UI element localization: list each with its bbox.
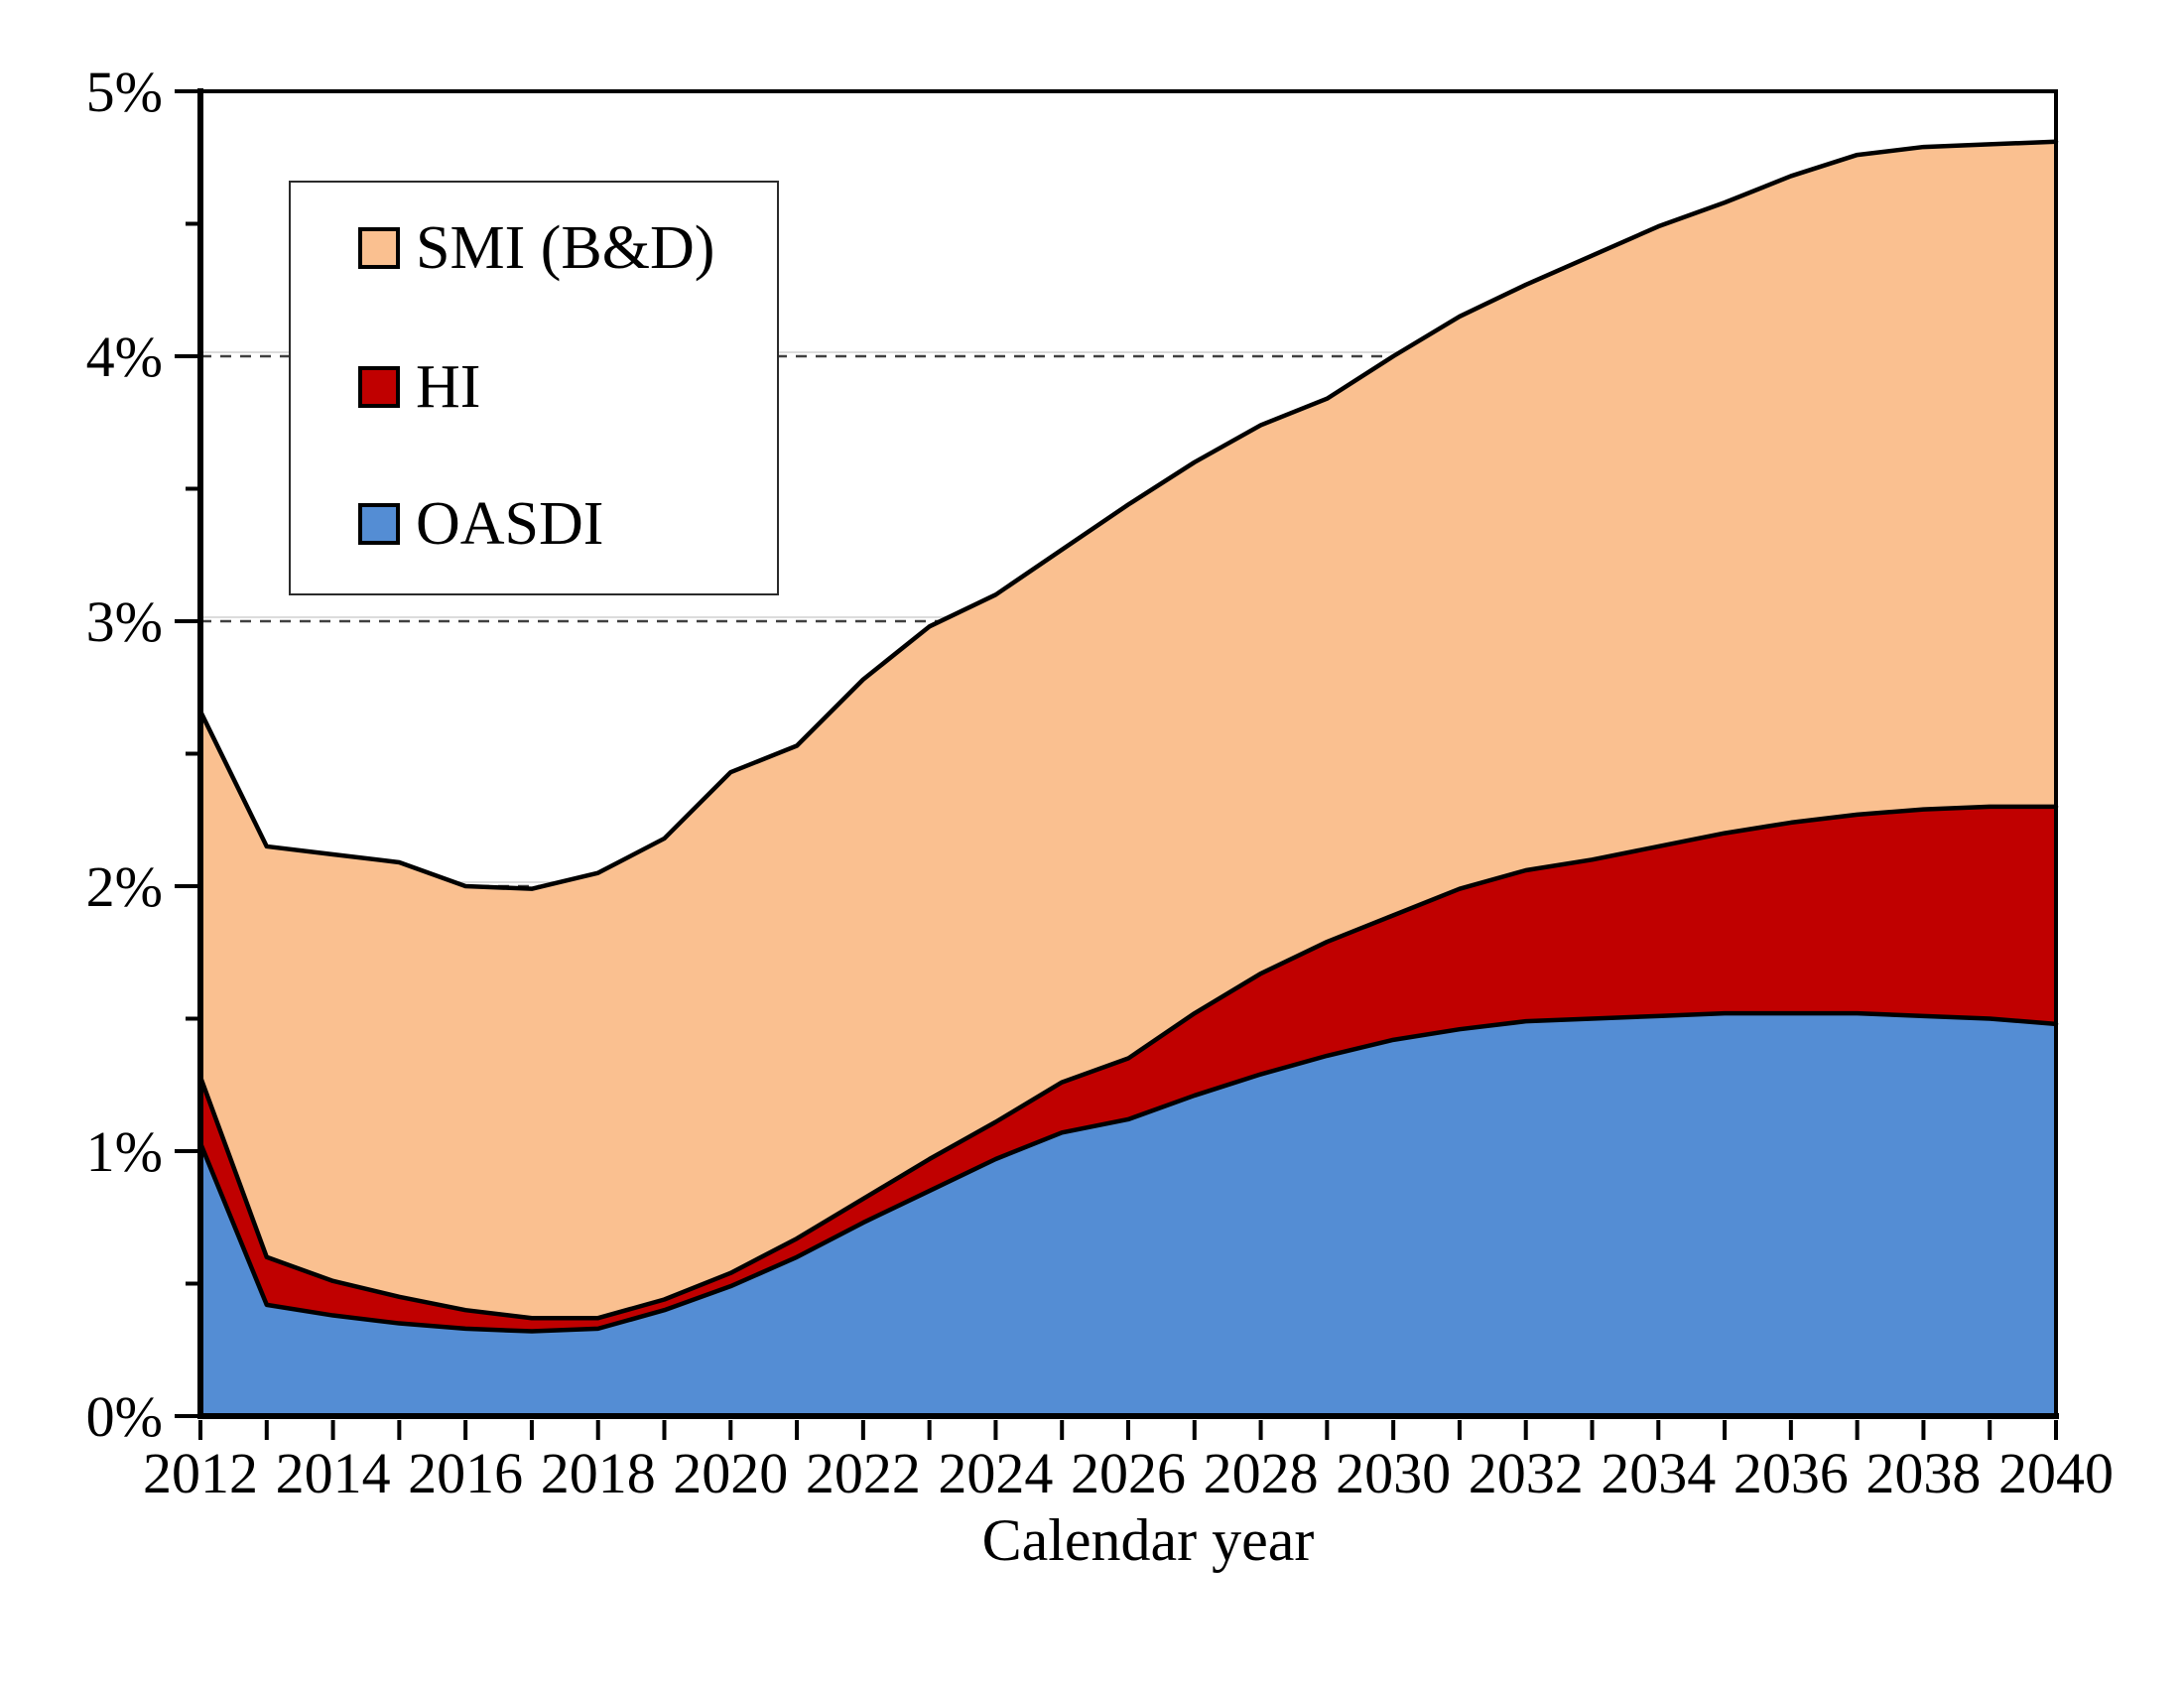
x-tick-label-2034: 2034 xyxy=(1601,1441,1716,1505)
legend-item-oasdi: OASDI xyxy=(358,490,604,558)
legend-label-hi: HI xyxy=(416,353,481,421)
y-tick-label-2pct: 2% xyxy=(86,854,163,919)
y-tick-label-1pct: 1% xyxy=(86,1119,163,1184)
y-tick-label-5pct: 5% xyxy=(86,60,163,124)
x-tick-label-2030: 2030 xyxy=(1336,1441,1451,1505)
x-tick-label-2018: 2018 xyxy=(541,1441,656,1505)
boundary-line-smi-b-d- xyxy=(197,139,2059,891)
oasdi-swatch-icon xyxy=(358,503,400,545)
legend-item-smi: SMI (B&D) xyxy=(358,214,715,282)
x-tick-label-2014: 2014 xyxy=(276,1441,391,1505)
legend: SMI (B&D) HI OASDI xyxy=(289,181,779,595)
x-tick-label-2038: 2038 xyxy=(1865,1441,1981,1505)
x-tick-label-2016: 2016 xyxy=(408,1441,523,1505)
legend-item-hi: HI xyxy=(358,353,481,421)
legend-label-oasdi: OASDI xyxy=(416,490,604,558)
boundary-line-hi xyxy=(197,804,2059,1321)
area-smi-b-d- xyxy=(200,141,2056,1319)
boundary-line-oasdi xyxy=(197,1010,2059,1334)
x-axis-title: Calendar year xyxy=(982,1507,1315,1573)
y-tick-label-4pct: 4% xyxy=(86,325,163,389)
x-tick-label-2040: 2040 xyxy=(1998,1441,2114,1505)
y-tick-label-3pct: 3% xyxy=(86,589,163,654)
y-tick-label-0pct: 0% xyxy=(86,1384,163,1449)
x-tick-label-2028: 2028 xyxy=(1204,1441,1319,1505)
legend-label-smi: SMI (B&D) xyxy=(416,214,715,282)
x-tick-label-2012: 2012 xyxy=(143,1441,258,1505)
x-tick-label-2024: 2024 xyxy=(938,1441,1053,1505)
hi-swatch-icon xyxy=(358,366,400,408)
area-series xyxy=(197,139,2059,1416)
x-tick-label-2022: 2022 xyxy=(806,1441,921,1505)
axis-labels: 0% 1% 2% 3% 4% 5% 2012 2014 2016 2018 2020 2022 2024… xyxy=(86,60,2114,1573)
area-oasdi xyxy=(200,1013,2056,1416)
x-tick-label-2036: 2036 xyxy=(1734,1441,1849,1505)
x-tick-label-2032: 2032 xyxy=(1469,1441,1584,1505)
area-hi xyxy=(200,806,2056,1332)
axis-ticks xyxy=(175,89,2058,1440)
smi-swatch-icon xyxy=(358,227,400,269)
x-tick-label-2020: 2020 xyxy=(673,1441,788,1505)
x-tick-label-2026: 2026 xyxy=(1071,1441,1186,1505)
